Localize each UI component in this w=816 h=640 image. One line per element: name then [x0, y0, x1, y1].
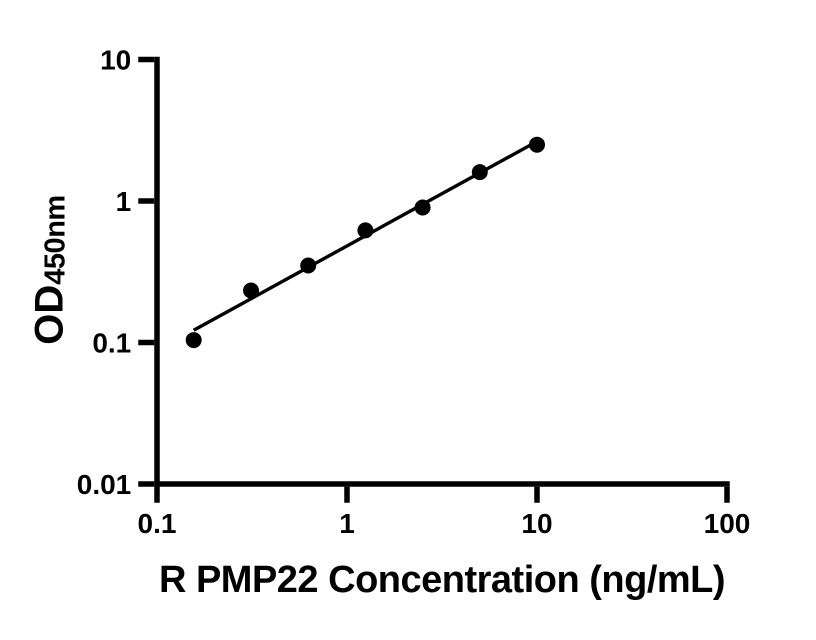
y-axis-tick	[138, 56, 155, 63]
data-point	[471, 164, 488, 181]
y-tick-label: 10	[100, 45, 131, 76]
x-tick-label: 100	[704, 508, 751, 539]
y-axis-title-subscript: 450nm	[39, 195, 72, 285]
data-point	[300, 257, 317, 274]
x-axis-tick	[344, 486, 350, 503]
y-axis-tick	[138, 198, 155, 204]
x-axis-tick	[724, 486, 730, 503]
x-axis-title: R PMP22 Concentration (ng/mL)	[158, 559, 726, 601]
y-axis-title-main: OD	[27, 284, 72, 345]
y-axis-tick	[138, 339, 155, 346]
y-axis-tick	[138, 481, 155, 487]
y-axis-title: OD450nm	[28, 195, 73, 344]
x-tick-label: 10	[521, 508, 552, 539]
y-tick-label: 1	[116, 186, 132, 217]
y-axis-line	[154, 56, 160, 487]
x-axis-tick	[534, 486, 540, 503]
x-tick-label: 0.1	[138, 508, 177, 539]
x-axis-line	[154, 481, 730, 487]
x-tick-label: 1	[339, 508, 355, 539]
y-tick-label: 0.01	[77, 469, 132, 500]
data-point	[243, 282, 260, 299]
x-axis-tick	[154, 486, 160, 503]
y-tick-label: 0.1	[92, 328, 131, 359]
data-point	[357, 222, 374, 239]
data-point	[185, 332, 202, 349]
data-point	[529, 136, 545, 153]
data-point	[414, 199, 431, 216]
